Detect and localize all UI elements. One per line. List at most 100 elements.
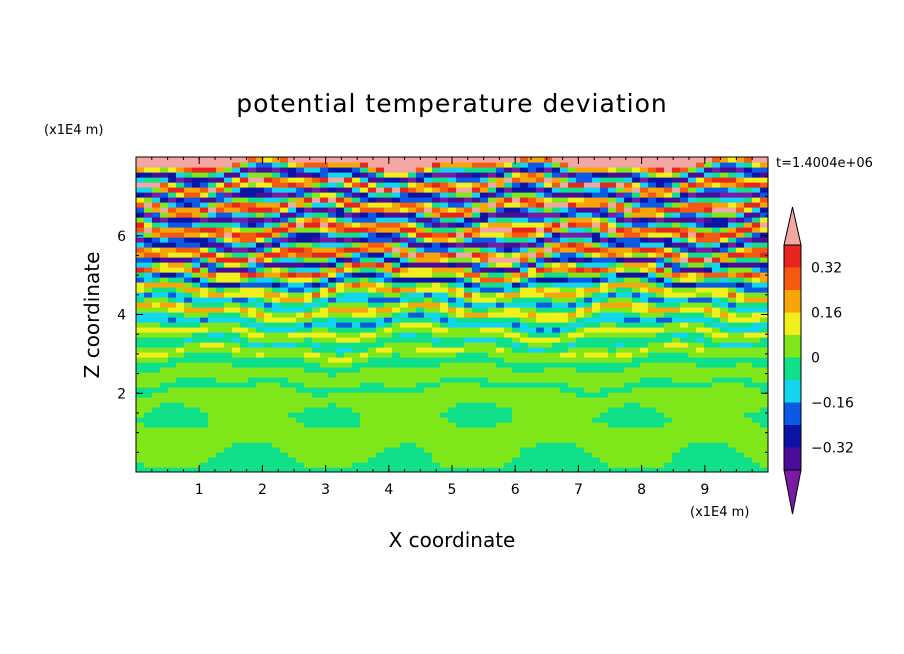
field-cell: [592, 362, 601, 368]
field-cell: [336, 417, 345, 423]
field-cell: [248, 417, 257, 423]
field-cell: [368, 412, 377, 418]
field-cell: [280, 207, 289, 213]
field-cell: [208, 302, 217, 308]
field-cell: [456, 432, 465, 438]
field-cell: [360, 297, 369, 303]
field-cell: [688, 417, 697, 423]
field-cell: [600, 392, 609, 398]
field-cell: [480, 457, 489, 463]
field-cell: [136, 282, 145, 288]
field-cell: [304, 217, 313, 223]
field-cell: [640, 327, 649, 333]
field-cell: [720, 172, 729, 178]
field-cell: [344, 432, 353, 438]
field-cell: [320, 247, 329, 253]
field-cell: [352, 177, 361, 183]
field-cell: [328, 227, 337, 233]
field-cell: [384, 272, 393, 278]
field-cell: [528, 232, 537, 238]
field-cell: [464, 402, 473, 408]
field-cell: [608, 212, 617, 218]
field-cell: [568, 467, 577, 472]
field-cell: [608, 172, 617, 178]
field-cell: [504, 217, 513, 223]
field-cell: [320, 432, 329, 438]
field-cell: [152, 302, 161, 308]
field-cell: [400, 312, 409, 318]
field-cell: [568, 257, 577, 263]
field-cell: [464, 232, 473, 238]
field-cell: [304, 302, 313, 308]
field-cell: [232, 367, 241, 373]
field-cell: [568, 187, 577, 193]
field-cell: [648, 172, 657, 178]
field-cell: [328, 462, 337, 468]
field-cell: [288, 232, 297, 238]
field-cell: [224, 347, 233, 353]
field-cell: [384, 332, 393, 338]
field-cell: [440, 297, 449, 303]
field-cell: [328, 377, 337, 383]
field-cell: [416, 357, 425, 363]
field-cell: [328, 252, 337, 258]
field-cell: [504, 382, 513, 388]
field-cell: [560, 462, 569, 468]
field-cell: [512, 222, 521, 228]
field-cell: [296, 272, 305, 278]
field-cell: [456, 232, 465, 238]
field-cell: [736, 392, 745, 398]
field-cell: [672, 172, 681, 178]
field-cell: [392, 407, 401, 413]
field-cell: [200, 442, 209, 448]
field-cell: [504, 242, 513, 248]
field-cell: [568, 372, 577, 378]
field-cell: [168, 207, 177, 213]
field-cell: [512, 197, 521, 203]
field-cell: [504, 277, 513, 283]
field-cell: [464, 272, 473, 278]
field-cell: [176, 237, 185, 243]
field-cell: [144, 297, 153, 303]
field-cell: [512, 427, 521, 433]
field-cell: [432, 362, 441, 368]
field-cell: [592, 237, 601, 243]
field-cell: [664, 392, 673, 398]
field-cell: [344, 382, 353, 388]
field-cell: [720, 412, 729, 418]
field-cell: [264, 347, 273, 353]
field-cell: [568, 312, 577, 318]
field-cell: [624, 467, 633, 472]
field-cell: [168, 252, 177, 258]
field-cell: [512, 332, 521, 338]
field-cell: [304, 272, 313, 278]
field-cell: [712, 247, 721, 253]
field-cell: [616, 337, 625, 343]
field-cell: [728, 452, 737, 458]
field-cell: [320, 362, 329, 368]
field-cell: [560, 372, 569, 378]
field-cell: [200, 247, 209, 253]
field-cell: [232, 322, 241, 328]
field-cell: [368, 407, 377, 413]
field-cell: [144, 207, 153, 213]
field-cell: [240, 277, 249, 283]
field-cell: [456, 412, 465, 418]
field-cell: [336, 452, 345, 458]
field-cell: [200, 217, 209, 223]
field-cell: [616, 467, 625, 472]
field-cell: [176, 417, 185, 423]
field-cell: [640, 162, 649, 168]
field-cell: [512, 277, 521, 283]
x-tick-label: 4: [384, 482, 393, 498]
field-cell: [520, 292, 529, 298]
field-cell: [256, 387, 265, 393]
field-cell: [512, 272, 521, 278]
field-cell: [320, 262, 329, 268]
field-cell: [512, 442, 521, 448]
field-cell: [248, 237, 257, 243]
field-cell: [144, 202, 153, 208]
field-cell: [752, 392, 761, 398]
field-cell: [576, 237, 585, 243]
field-cell: [264, 317, 273, 323]
